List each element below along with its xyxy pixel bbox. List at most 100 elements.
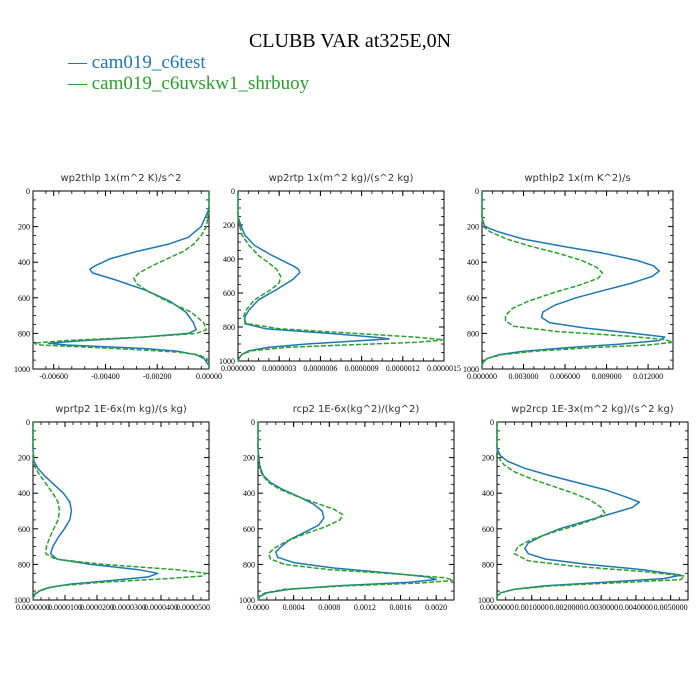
x-tick-label: 0.012000: [633, 372, 663, 381]
y-tick-label: 600: [18, 294, 30, 303]
chart-panel-2: wp2rtp 1x(m^2 kg)/(s^2 kg) 0 200 400 600 800 1…: [219, 173, 461, 373]
x-tick-label: 0.0000006: [303, 364, 337, 373]
y-tick-label: 1000: [463, 365, 479, 374]
chart-panel-1: wp2thlp 1x(m^2 K)/s^2 0 200 400 600 800 1000 -0…: [14, 173, 222, 381]
legend-dash: —: [68, 52, 92, 73]
y-tick-label: 200: [482, 454, 494, 463]
x-tick-label: -0.00600: [39, 372, 68, 381]
series-line-c6test: [481, 191, 666, 369]
panel-title: wp2rtp 1x(m^2 kg)/(s^2 kg): [269, 173, 414, 184]
y-tick-label: 600: [243, 525, 255, 534]
y-tick-label: 1000: [14, 365, 30, 374]
chart-panel-4: wprtp2 1E-6x(m kg)/(s kg) 0 200 400 600 800 10…: [14, 404, 210, 612]
x-tick-label: -0.00400: [91, 372, 120, 381]
y-tick-label: 1000: [239, 596, 255, 605]
y-tick-label: 400: [223, 255, 235, 264]
y-tick-label: 0: [475, 187, 479, 196]
x-tick-label: 0.0000000: [480, 603, 514, 612]
x-tick-label: 0.0020: [425, 603, 447, 612]
x-tick-label: 0.0030000: [584, 603, 618, 612]
x-tick-label: 0.0050000: [654, 603, 688, 612]
x-tick-label: 0.0010000: [515, 603, 549, 612]
x-tick-label: 0.009000: [592, 372, 622, 381]
x-tick-label: 0.0008: [318, 603, 340, 612]
x-tick-label: 0.0004: [283, 603, 305, 612]
legend-entry-c6test: — cam019_c6test: [68, 52, 309, 73]
y-tick-label: 0: [251, 418, 255, 427]
series-line-c6test: [47, 191, 210, 369]
y-tick-label: 200: [223, 221, 235, 230]
x-tick-label: 0.0000009: [345, 364, 379, 373]
x-tick-label: 0.006000: [550, 372, 580, 381]
series-line-c6test: [257, 422, 437, 601]
x-tick-label: 0.0000400: [144, 603, 178, 612]
panel-title: wp2thlp 1x(m^2 K)/s^2: [60, 173, 181, 184]
x-tick-label: 0.0000000: [16, 603, 50, 612]
x-tick-label: 0.0000000: [221, 364, 255, 373]
y-tick-label: 800: [482, 560, 494, 569]
y-tick-label: 200: [18, 454, 30, 463]
y-tick-label: 400: [18, 258, 30, 267]
x-tick-label: 0.00000: [196, 372, 222, 381]
x-tick-label: 0.0000300: [112, 603, 146, 612]
x-tick-label: 0.0020000: [549, 603, 583, 612]
y-tick-label: 400: [467, 258, 479, 267]
y-tick-label: 1000: [478, 596, 494, 605]
y-tick-label: 800: [243, 560, 255, 569]
y-tick-label: 400: [243, 489, 255, 498]
series-line-shrbuoy: [237, 191, 445, 362]
series-line-shrbuoy: [257, 422, 455, 601]
panel-title: wp2rcp 1E-3x(m^2 kg)/(s^2 kg): [511, 404, 674, 415]
chart-panel-6: wp2rcp 1E-3x(m^2 kg)/(s^2 kg) 0 200 400 600 8…: [478, 404, 689, 612]
x-tick-label: 0.000000: [467, 372, 497, 381]
y-tick-label: 200: [467, 223, 479, 232]
plot-frame: [32, 421, 210, 601]
y-tick-label: 800: [223, 323, 235, 332]
legend-label: cam019_c6uvskw1_shrbuoy: [91, 73, 310, 94]
legend-dash: —: [68, 73, 92, 94]
x-tick-label: 0.0000003: [262, 364, 296, 373]
series-line-shrbuoy: [496, 422, 686, 600]
y-tick-label: 1000: [14, 596, 30, 605]
legend-entry-shrbuoy: — cam019_c6uvskw1_shrbuoy: [68, 73, 309, 94]
y-tick-label: 600: [467, 294, 479, 303]
y-tick-label: 800: [467, 329, 479, 338]
series-line-c6test: [237, 191, 390, 362]
panel-title: wpthlp2 1x(m K^2)/s: [524, 173, 630, 184]
legend-label: cam019_c6test: [91, 52, 206, 73]
figure-title: CLUBB VAR at325E,0N: [248, 30, 452, 52]
chart-panel-5: rcp2 1E-6x(kg^2)/(kg^2) 0 200 400 600 800 1000…: [239, 404, 455, 612]
y-tick-label: 0: [26, 418, 30, 427]
y-tick-label: 600: [223, 289, 235, 298]
panel-title: wprtp2 1E-6x(m kg)/(s kg): [55, 404, 187, 415]
y-tick-label: 800: [18, 329, 30, 338]
series-line-shrbuoy: [32, 191, 210, 369]
x-tick-label: 0.0040000: [619, 603, 653, 612]
y-tick-label: 0: [490, 418, 494, 427]
x-tick-label: 0.0000015: [427, 364, 461, 373]
x-tick-label: -0.00200: [143, 372, 172, 381]
x-tick-label: 0.0012: [354, 603, 376, 612]
x-tick-label: 0.0000500: [176, 603, 210, 612]
panel-title: rcp2 1E-6x(kg^2)/(kg^2): [293, 404, 420, 415]
series-line-shrbuoy: [481, 191, 674, 369]
x-tick-label: 0.0000: [247, 603, 269, 612]
y-tick-label: 600: [18, 525, 30, 534]
plot-frame: [257, 421, 455, 601]
x-tick-label: 0.0000012: [386, 364, 420, 373]
series-line-shrbuoy: [32, 422, 207, 601]
legend: — cam019_c6test — cam019_c6uvskw1_shrbuo…: [68, 52, 309, 94]
y-tick-label: 600: [482, 525, 494, 534]
chart-panel-3: wpthlp2 1x(m K^2)/s020040060080010000.00…: [463, 173, 674, 381]
x-tick-label: 0.0000100: [48, 603, 82, 612]
x-tick-label: 0.003000: [509, 372, 539, 381]
series-line-c6test: [32, 422, 159, 601]
y-tick-label: 400: [482, 489, 494, 498]
y-tick-label: 800: [18, 560, 30, 569]
x-tick-label: 0.0016: [390, 603, 412, 612]
y-tick-label: 200: [243, 454, 255, 463]
y-tick-label: 1000: [219, 357, 235, 366]
y-tick-label: 400: [18, 489, 30, 498]
